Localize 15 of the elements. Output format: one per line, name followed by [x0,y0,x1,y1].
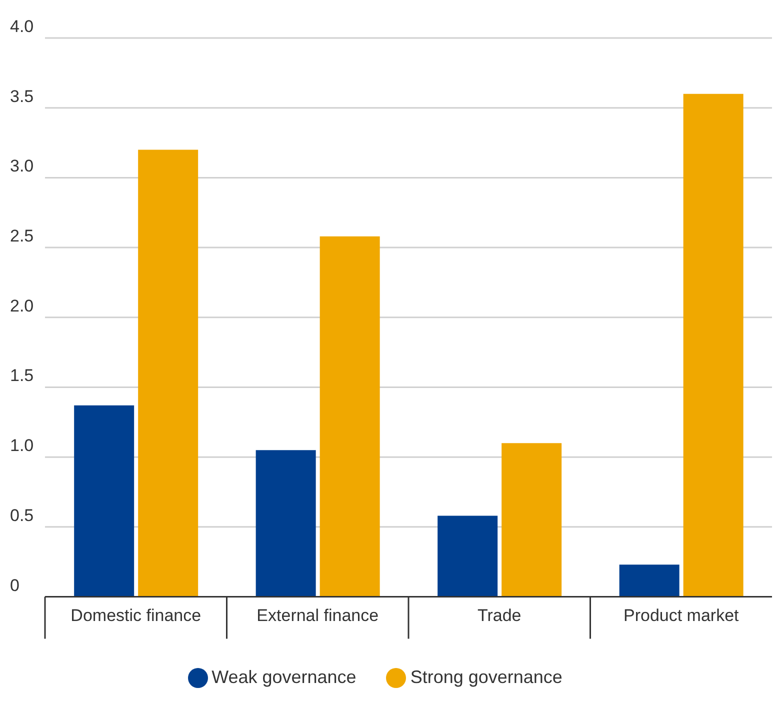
y-tick-label: 1.5 [10,366,34,386]
y-tick-label: 3.0 [10,156,34,176]
x-tick-label: Trade [477,606,522,625]
y-tick-label: 3.5 [10,86,34,106]
y-tick-label: 2.0 [10,296,34,316]
x-tick-label: Domestic finance [70,606,202,625]
legend-label: Strong governance [410,666,562,687]
y-tick-label: 0.5 [10,506,34,525]
x-tick-label: External finance [256,606,379,625]
x-tick-label: Product market [623,606,740,625]
legend-label: Weak governance [212,666,356,687]
y-tick-label: 1.0 [10,436,34,456]
y-tick-label: 0 [10,576,20,595]
y-tick-label: 4.0 [10,17,34,36]
y-tick-label: 2.5 [10,226,34,246]
